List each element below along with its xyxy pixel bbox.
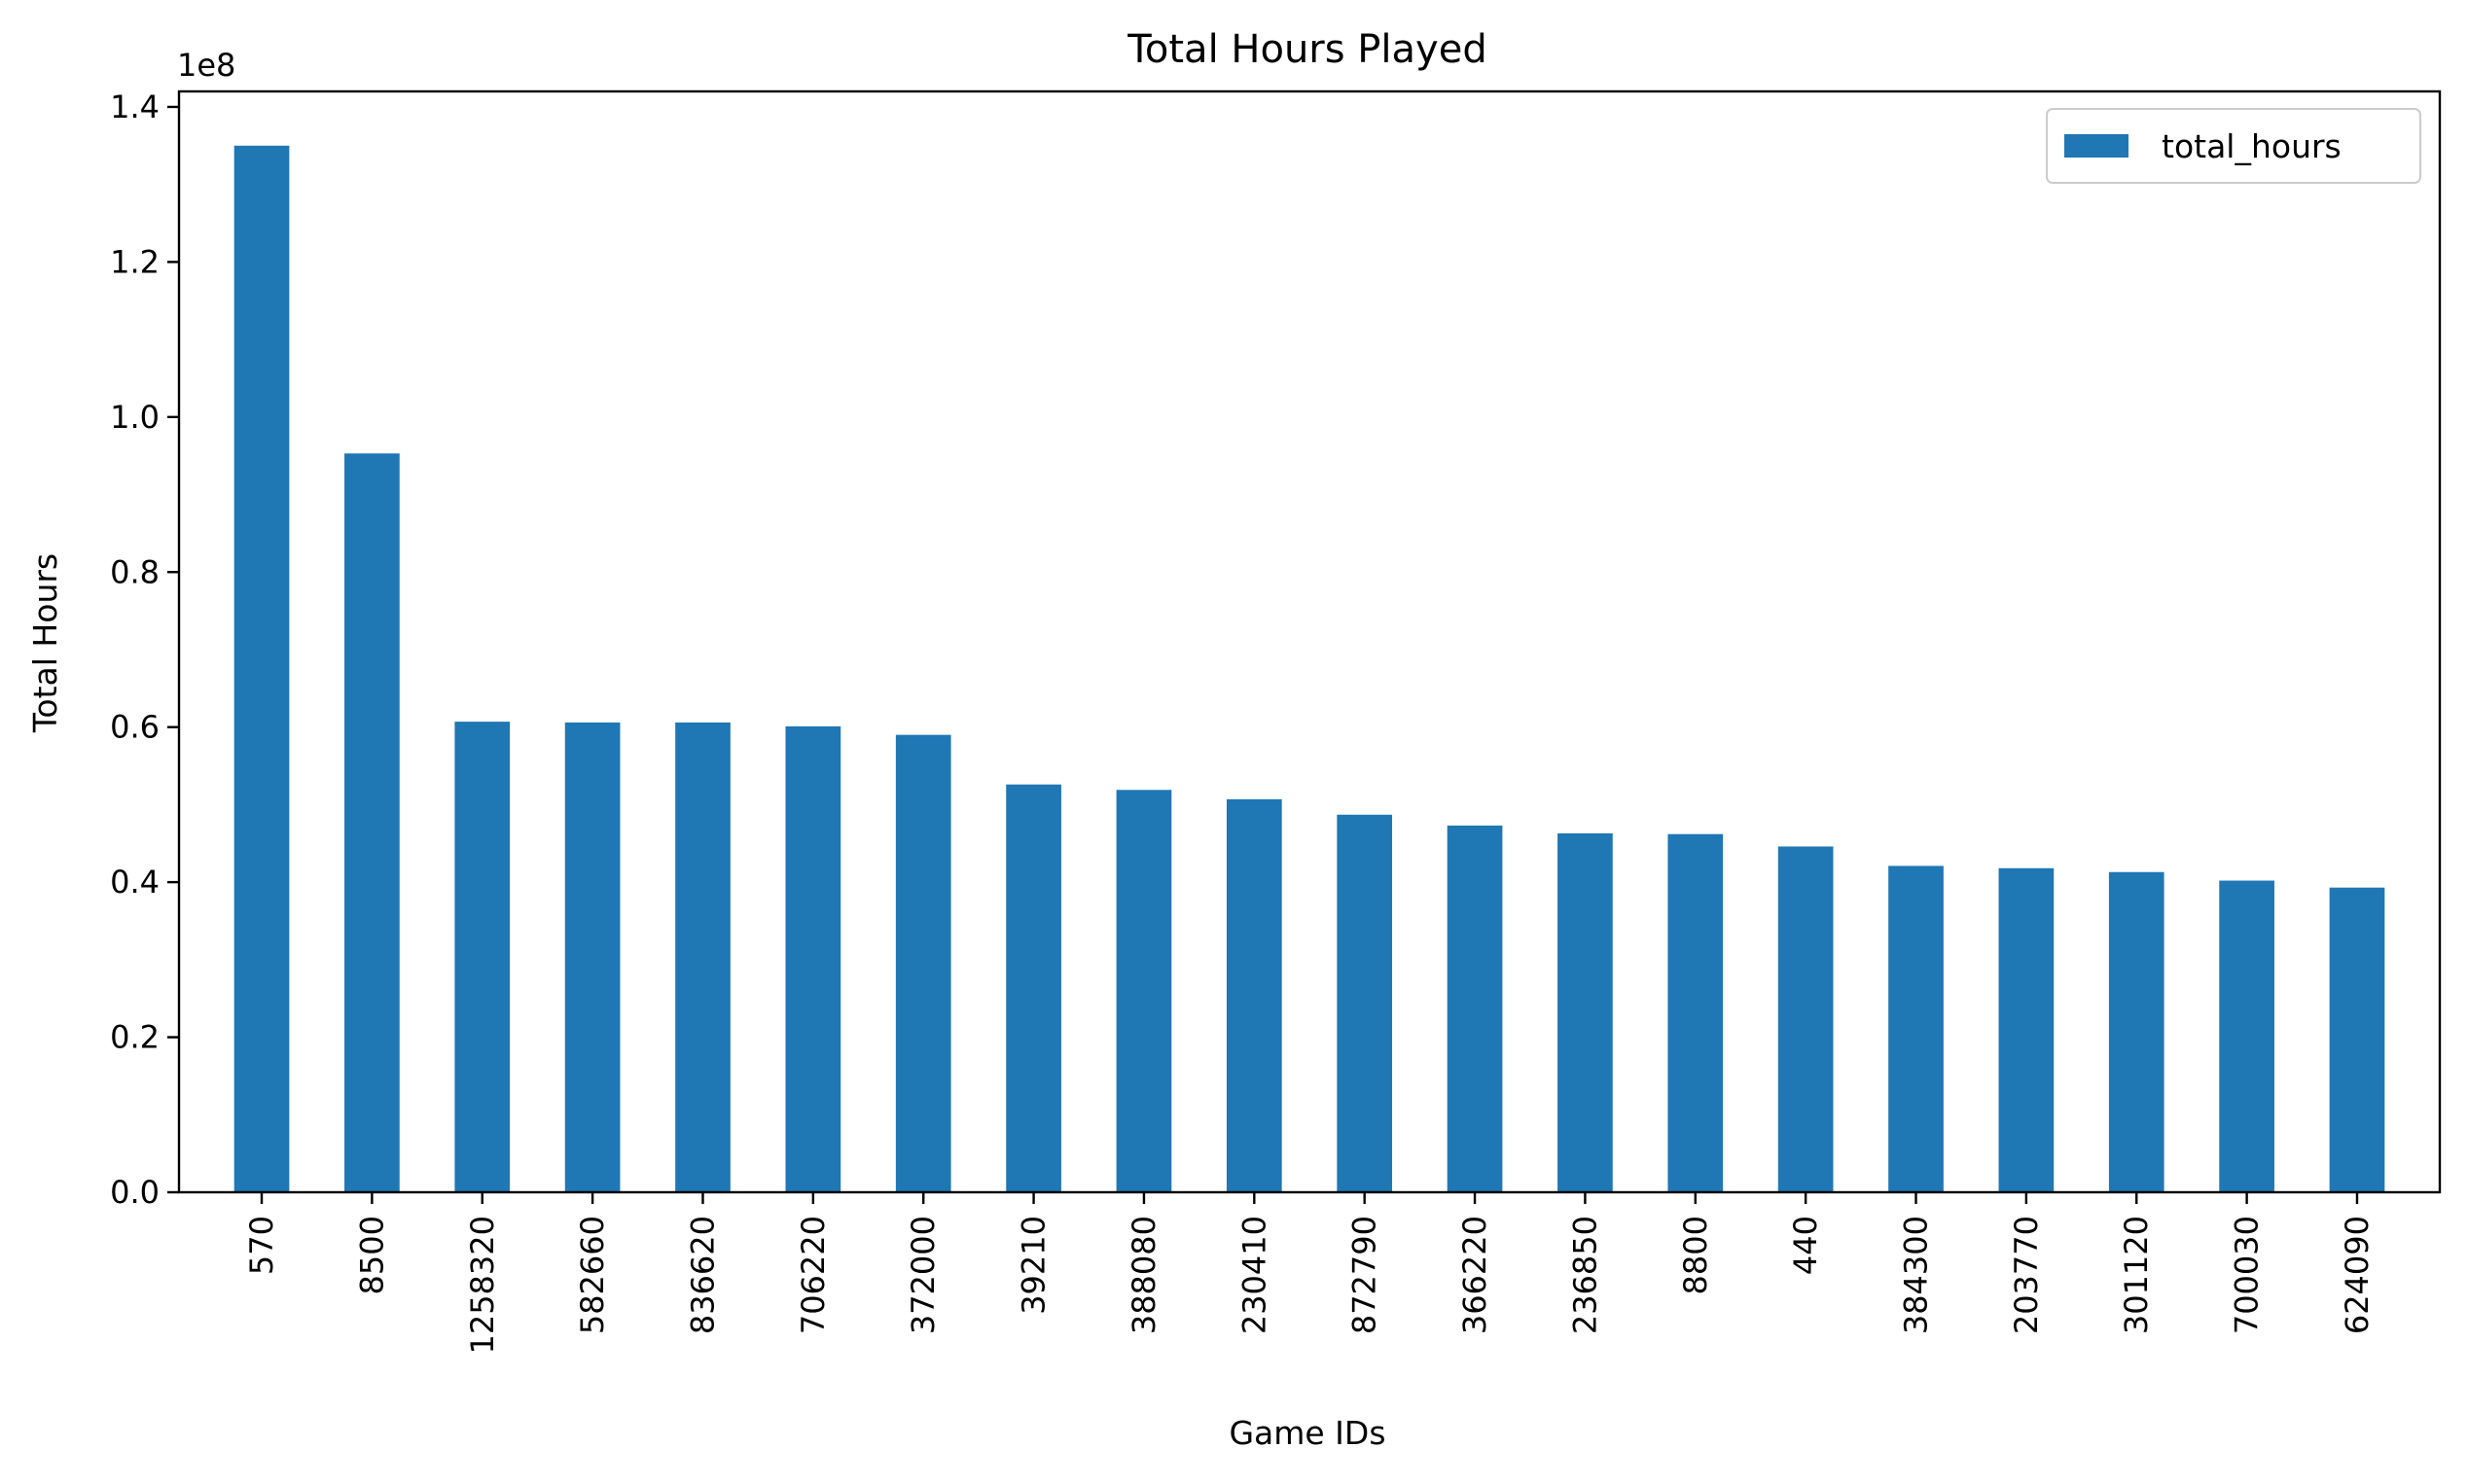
bar-440	[1777, 846, 1834, 1192]
bar-582660	[564, 722, 621, 1192]
bars	[233, 145, 2385, 1192]
y-tick-label: 0.2	[110, 1019, 160, 1056]
y-tick-label: 1.0	[110, 399, 160, 436]
bar-301120	[2108, 871, 2164, 1192]
y-axis-offset-label: 1e8	[177, 47, 235, 84]
bar-388080	[1116, 790, 1172, 1192]
legend-label: total_hours	[2162, 127, 2342, 165]
x-tick-label: 440	[1787, 1216, 1824, 1275]
y-tick-label: 0.6	[110, 709, 160, 746]
x-axis-ticks: 570 8500 1258320 582660 836620 706220 372000 39…	[243, 1192, 2376, 1355]
plot-area-frame	[177, 89, 2442, 1194]
bar-700030	[2219, 880, 2274, 1192]
y-axis-ticks: 0.0 0.2 0.4 0.6 0.8 1.0 1.2 1.4	[110, 88, 179, 1211]
bar-384300	[1888, 866, 1944, 1192]
chart-title: Total Hours Played	[1127, 27, 1486, 72]
bar-39210	[1006, 784, 1061, 1192]
x-tick-label: 230410	[1235, 1216, 1272, 1334]
x-tick-label: 582660	[574, 1216, 611, 1334]
x-tick-label: 388080	[1126, 1216, 1162, 1334]
y-tick-label: 1.2	[110, 243, 160, 280]
y-tick-label: 0.4	[110, 864, 160, 901]
bar-366220	[1447, 825, 1503, 1192]
bar-570	[233, 145, 290, 1192]
bar-8500	[344, 453, 400, 1192]
legend: total_hours	[2046, 108, 2421, 184]
x-tick-label: 8800	[1677, 1216, 1714, 1294]
x-tick-label: 872790	[1346, 1216, 1383, 1334]
bar-203770	[1998, 867, 2055, 1192]
bar-624090	[2329, 887, 2385, 1192]
x-axis-label: Game IDs	[1229, 1414, 1385, 1452]
x-tick-label: 700030	[2229, 1216, 2266, 1334]
x-tick-label: 1258320	[464, 1216, 501, 1355]
x-tick-label: 301120	[2118, 1216, 2155, 1334]
bar-236850	[1557, 832, 1613, 1192]
bar-1258320	[454, 722, 511, 1192]
x-tick-label: 366220	[1456, 1216, 1493, 1334]
bar-372000	[895, 734, 951, 1192]
x-tick-label: 8500	[353, 1216, 390, 1294]
legend-swatch	[2064, 134, 2128, 158]
x-tick-label: 203770	[2008, 1216, 2045, 1334]
y-tick-label: 0.8	[110, 553, 160, 590]
x-tick-label: 624090	[2339, 1216, 2376, 1334]
x-tick-label: 706220	[795, 1216, 832, 1334]
bar-8800	[1667, 833, 1724, 1192]
x-tick-label: 570	[243, 1216, 280, 1275]
bar-836620	[675, 722, 731, 1192]
x-tick-label: 39210	[1016, 1216, 1053, 1315]
x-tick-label: 236850	[1566, 1216, 1603, 1334]
x-tick-label: 836620	[684, 1216, 721, 1334]
bar-230410	[1226, 798, 1282, 1192]
x-tick-label: 384300	[1898, 1216, 1935, 1334]
legend-box	[2046, 108, 2421, 184]
bar-872790	[1337, 814, 1393, 1192]
y-tick-label: 1.4	[110, 88, 160, 125]
bar-706220	[785, 725, 841, 1192]
x-tick-label: 372000	[905, 1216, 942, 1334]
y-axis-label: Total Hours	[26, 553, 64, 733]
y-tick-label: 0.0	[110, 1174, 160, 1211]
